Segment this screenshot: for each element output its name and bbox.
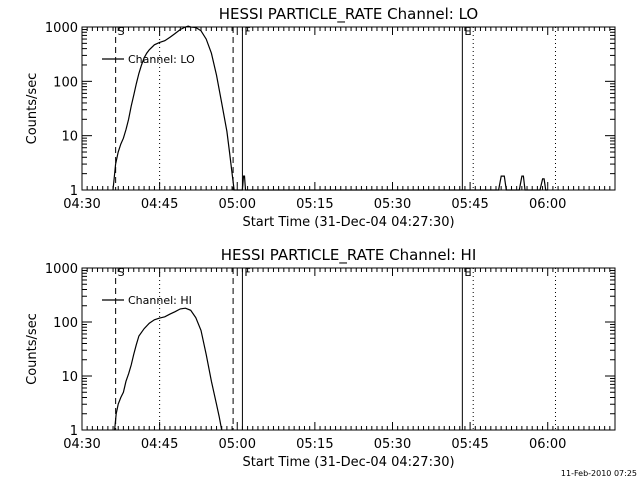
lo-channel-panel: HESSI PARTICLE_RATE Channel: LO Start Ti… [25,5,616,230]
series-line [112,25,548,191]
legend-label: Channel: HI [128,294,192,307]
chart-title: HESSI PARTICLE_RATE Channel: HI [221,246,477,265]
x-tick-label: 05:15 [296,197,333,212]
event-marker-label: S [118,266,125,279]
x-tick-label: 05:30 [374,197,411,212]
chart-marks: 04:30 04:45 05:00 05:15 05:30 05:45 06:00 1 10 10… [45,21,616,212]
chart-marks: 04:30 04:45 05:00 05:15 05:30 05:45 06:00 1 10 10… [45,262,616,452]
plot-frame [81,267,616,431]
x-tick-label: 06:00 [529,197,566,212]
plot-frame [81,26,616,191]
chart-title: HESSI PARTICLE_RATE Channel: LO [219,5,478,24]
x-tick-label: 04:30 [63,437,100,452]
y-tick-label: 1000 [45,21,78,36]
x-tick-label: 05:45 [451,437,488,452]
x-tick-label: 04:45 [141,437,178,452]
y-axis-label: Counts/sec [25,73,40,145]
x-axis-label: Start Time (31-Dec-04 04:27:30) [242,455,454,470]
timestamp: 11-Feb-2010 07:25 [561,469,637,478]
y-axis-label: Counts/sec [25,313,40,385]
y-tick-label: 1 [70,424,78,439]
x-tick-label: 05:00 [219,437,256,452]
hi-channel-panel: HESSI PARTICLE_RATE Channel: HI Start Ti… [25,246,616,470]
event-marker-label: E [464,266,471,279]
x-tick-label: 05:45 [451,197,488,212]
y-tick-label: 1000 [45,262,78,277]
event-marker-label: F [244,25,250,38]
y-tick-label: 10 [61,130,78,145]
event-marker-label: E [464,25,471,38]
y-tick-label: 10 [61,370,78,385]
series-line [114,307,223,431]
x-tick-label: 06:00 [529,437,566,452]
x-axis-label: Start Time (31-Dec-04 04:27:30) [242,215,454,230]
x-tick-label: 04:30 [63,197,100,212]
event-marker-label: S [118,25,125,38]
legend-label: Channel: LO [128,53,195,66]
event-marker-label: F [244,266,250,279]
y-tick-label: 100 [53,75,78,90]
y-tick-label: 100 [53,316,78,331]
x-tick-label: 04:45 [141,197,178,212]
x-tick-label: 05:15 [296,437,333,452]
x-tick-label: 05:30 [374,437,411,452]
x-tick-label: 05:00 [219,197,256,212]
y-tick-label: 1 [70,184,78,199]
